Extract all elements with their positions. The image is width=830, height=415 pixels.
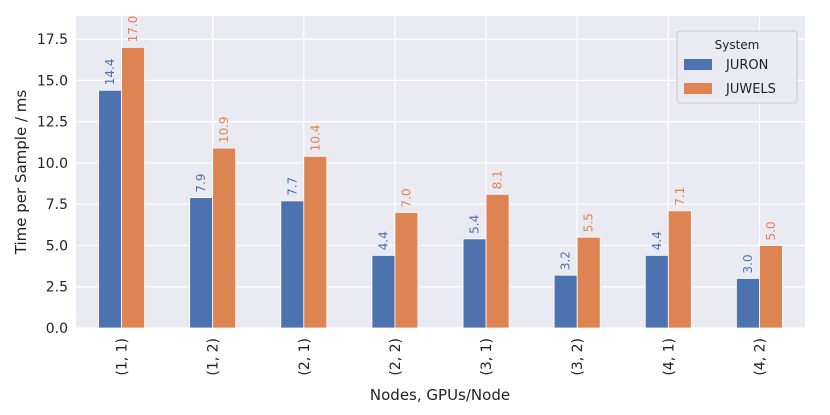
y-axis-title: Time per Sample / ms: [12, 90, 30, 256]
data-label-juwels: 5.0: [764, 221, 778, 240]
data-label-juron: 7.7: [285, 177, 299, 196]
data-label-juron: 3.0: [741, 254, 755, 273]
bar-juron: [189, 197, 214, 329]
data-label-juron: 14.4: [103, 59, 117, 86]
x-tick-labels: (1, 1) (1, 2) (2, 1) (2, 2) (3, 1) (3, 2) (4, …: [115, 338, 769, 376]
bar-juwels: [759, 245, 783, 329]
bar-juron: [736, 278, 760, 329]
bar-juron: [371, 254, 396, 329]
legend: System JURON JUWELS: [676, 30, 798, 104]
x-tick-label: (4, 2): [752, 338, 768, 376]
legend-swatch-juron: [684, 59, 712, 70]
data-label-juwels: 7.1: [673, 187, 687, 206]
data-label-juwels: 10.9: [217, 116, 231, 143]
bar-juwels: [212, 147, 237, 329]
bar-juron: [644, 254, 669, 329]
data-label-juwels: 8.1: [491, 170, 505, 189]
y-tick-labels: 0.0 2.5 5.0 7.5 10.0 12.5 15.0 17.5: [37, 32, 68, 337]
x-tick-label: (2, 1): [297, 338, 313, 376]
x-tick-label: (4, 1): [661, 338, 677, 376]
y-tick-label: 17.5: [37, 32, 68, 48]
bar-juron: [98, 89, 122, 329]
bar-juwels: [121, 46, 145, 329]
data-label-juwels: 17.0: [126, 16, 140, 43]
data-labels: 14.4 7.9 7.7 4.4 5.4 3.2 4.4 3.0 17.0 10.9 10.4 7.0…: [103, 16, 778, 274]
data-label-juwels: 7.0: [399, 188, 413, 207]
x-tick-label: (3, 1): [479, 338, 495, 376]
bar-juwels: [485, 193, 510, 329]
bar-juwels: [576, 236, 601, 329]
bars: [98, 46, 783, 329]
data-label-juron: 4.4: [650, 231, 664, 250]
y-tick-label: 0.0: [46, 321, 68, 337]
legend-title: System: [715, 38, 760, 52]
y-tick-label: 2.5: [46, 280, 68, 296]
bar-juron: [280, 200, 305, 329]
x-tick-label: (3, 2): [570, 338, 586, 376]
bar-juwels: [667, 210, 692, 329]
legend-label-juwels: JUWELS: [725, 82, 776, 97]
bar-juron: [553, 274, 578, 329]
y-tick-label: 5.0: [46, 238, 68, 254]
data-label-juwels: 10.4: [308, 125, 322, 152]
bar-juron: [462, 238, 487, 329]
legend-label-juron: JURON: [725, 58, 768, 73]
y-tick-label: 12.5: [37, 115, 68, 131]
y-tick-label: 10.0: [37, 156, 68, 172]
data-label-juron: 4.4: [376, 231, 390, 250]
data-label-juron: 3.2: [559, 251, 573, 270]
x-tick-label: (2, 2): [388, 338, 404, 376]
bar-juwels: [394, 212, 419, 329]
y-tick-label: 7.5: [46, 197, 68, 213]
data-label-juwels: 5.5: [582, 213, 596, 232]
data-label-juron: 7.9: [194, 173, 208, 192]
y-tick-label: 15.0: [37, 73, 68, 89]
data-label-juron: 5.4: [468, 215, 482, 234]
bar-juwels: [303, 155, 328, 329]
x-axis-title: Nodes, GPUs/Node: [370, 386, 510, 404]
x-tick-label: (1, 2): [206, 338, 222, 376]
legend-swatch-juwels: [684, 83, 712, 94]
x-tick-label: (1, 1): [115, 338, 131, 376]
